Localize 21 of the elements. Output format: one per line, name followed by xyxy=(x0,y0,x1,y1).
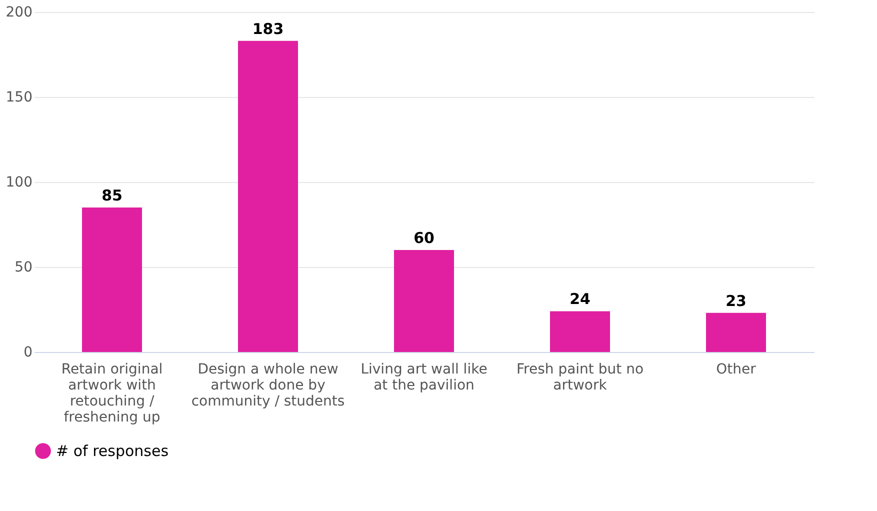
y-tick-label: 200 xyxy=(6,4,32,20)
data-label: 60 xyxy=(414,229,434,247)
data-label: 23 xyxy=(726,292,746,310)
x-tick-label: Fresh paint but no artwork xyxy=(516,362,644,394)
bar xyxy=(550,311,610,352)
bar xyxy=(706,312,766,352)
y-tick-label: 50 xyxy=(14,260,32,276)
data-label: 85 xyxy=(102,186,122,204)
y-tick-label: 150 xyxy=(6,90,32,106)
x-tick-label: Living art wall like at the pavilion xyxy=(360,362,488,394)
data-label: 183 xyxy=(252,20,284,38)
y-tick-label: 0 xyxy=(24,344,32,360)
legend-label: # of responses xyxy=(56,442,169,460)
x-tick-label: Design a whole new artwork done by community / students xyxy=(191,362,345,410)
bar xyxy=(394,250,454,352)
x-tick-label: Other xyxy=(716,362,756,378)
bar xyxy=(82,208,142,352)
y-tick-label: 100 xyxy=(6,174,32,190)
x-tick-label: Retain original artwork with retouching / freshening up xyxy=(61,362,163,426)
data-label: 24 xyxy=(570,290,590,308)
bar xyxy=(238,40,298,352)
